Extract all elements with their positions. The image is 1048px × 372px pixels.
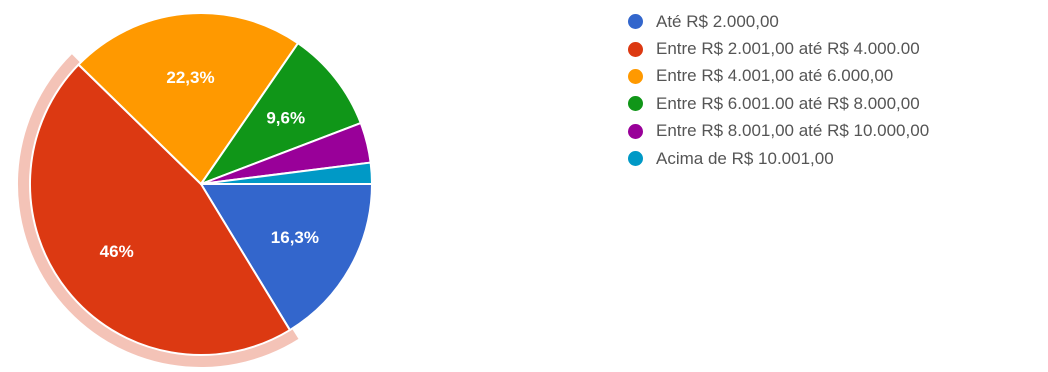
- legend-item-2001-4000[interactable]: Entre R$ 2.001,00 até R$ 4.000.00: [628, 35, 929, 62]
- legend-swatch-icon: [628, 123, 643, 139]
- legend-item-6001-8000[interactable]: Entre R$ 6.001.00 até R$ 8.000,00: [628, 90, 929, 117]
- legend-item-acima-10001[interactable]: Acima de R$ 10.001,00: [628, 145, 929, 172]
- slice-data-label: 9,6%: [266, 108, 305, 127]
- legend-item-4001-6000[interactable]: Entre R$ 4.001,00 até 6.000,00: [628, 63, 929, 90]
- legend-label: Acima de R$ 10.001,00: [656, 148, 834, 168]
- slice-data-label: 46%: [100, 242, 134, 261]
- legend-label: Entre R$ 6.001.00 até R$ 8.000,00: [656, 93, 920, 113]
- legend-swatch-icon: [628, 151, 643, 167]
- chart-legend: Até R$ 2.000,00 Entre R$ 2.001,00 até R$ …: [628, 8, 929, 172]
- pie-slice-2001-4000[interactable]: [29, 63, 291, 356]
- pie-slice-ate-2000[interactable]: [200, 183, 373, 332]
- legend-item-ate-2000[interactable]: Até R$ 2.000,00: [628, 8, 929, 35]
- legend-label: Entre R$ 4.001,00 até 6.000,00: [656, 66, 894, 86]
- legend-swatch-icon: [628, 14, 643, 30]
- pie-slice-6001-8000[interactable]: [200, 42, 362, 185]
- legend-label: Entre R$ 8.001,00 até R$ 10.000,00: [656, 121, 930, 141]
- pie-slice-acima-10001[interactable]: [200, 161, 373, 185]
- pie-slice-4001-6000[interactable]: [77, 12, 299, 185]
- slice-data-label: 22,3%: [166, 68, 214, 87]
- legend-label: Até R$ 2.000,00: [656, 11, 779, 31]
- legend-swatch-icon: [628, 41, 643, 57]
- pie-chart: 16,3% 46% 22,3% 9,6%: [17, 12, 373, 368]
- slice-data-label: 16,3%: [271, 228, 319, 247]
- legend-label: Entre R$ 2.001,00 até R$ 4.000.00: [656, 39, 920, 59]
- legend-item-8001-10000[interactable]: Entre R$ 8.001,00 até R$ 10.000,00: [628, 118, 929, 145]
- legend-swatch-icon: [628, 96, 643, 112]
- legend-swatch-icon: [628, 68, 643, 84]
